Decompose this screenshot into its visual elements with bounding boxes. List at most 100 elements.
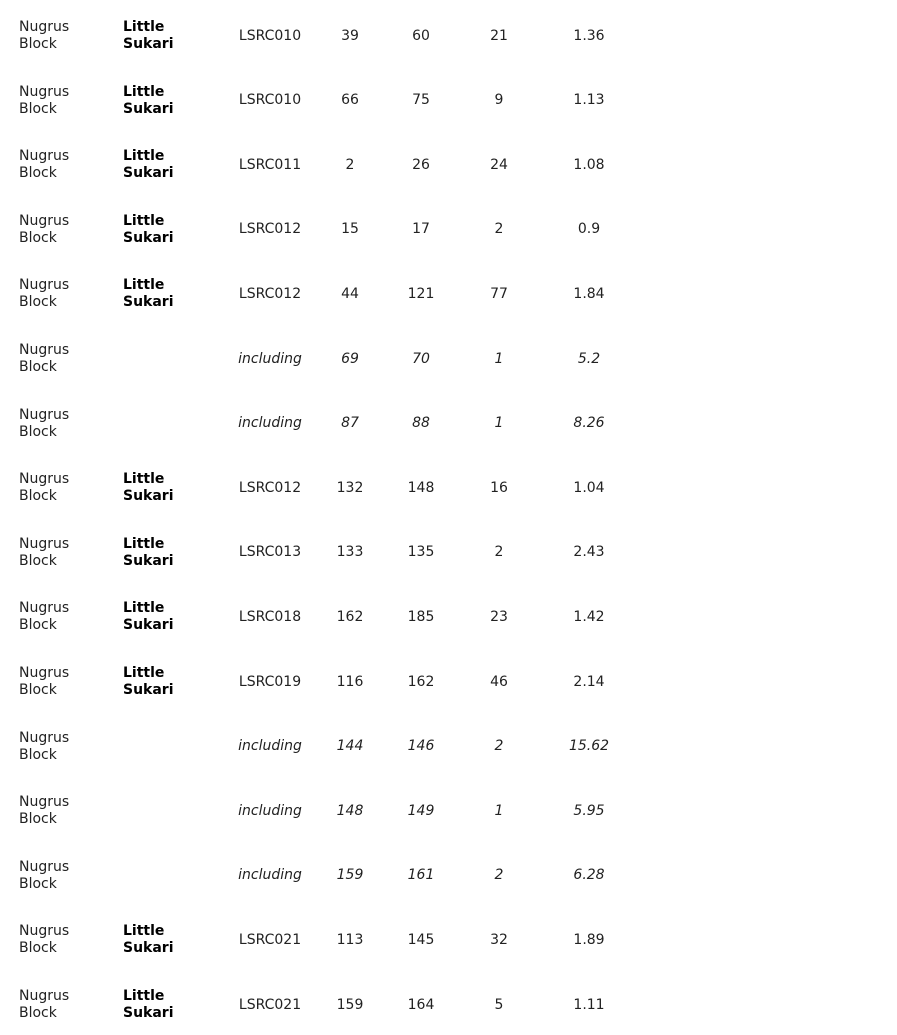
prospect-cell: Little Sukari (123, 600, 174, 634)
grade-cell: 0.9 (577, 221, 601, 238)
block-cell: Nugrus Block (19, 148, 70, 182)
grade-cell: 2.14 (573, 673, 605, 690)
table-row: Nugrus Block Little Sukari LSRC019 116 162 46… (0, 650, 897, 714)
block-cell: Nugrus Block (19, 988, 70, 1021)
table-row: Nugrus Block Little Sukari LSRC021 159 164 5 1… (0, 973, 897, 1035)
hole-cell: LSRC019 (238, 673, 302, 690)
to-cell: 164 (407, 996, 435, 1013)
grade-cell: 2.43 (573, 544, 605, 561)
to-cell: 17 (412, 221, 430, 238)
block-cell: Nugrus Block (19, 729, 70, 763)
block-cell: Nugrus Block (19, 535, 70, 569)
grade-cell: 1.08 (573, 156, 605, 173)
to-cell: 146 (407, 738, 435, 755)
to-cell: 149 (407, 802, 435, 819)
grade-cell: 8.26 (573, 415, 605, 432)
from-cell: 87 (341, 415, 359, 432)
interval-cell: 46 (490, 673, 508, 690)
grade-cell: 1.36 (573, 27, 605, 44)
prospect-cell: Little Sukari (123, 535, 174, 569)
grade-cell: 1.11 (573, 996, 605, 1013)
prospect-cell: Little Sukari (123, 988, 174, 1021)
to-cell: 70 (412, 350, 430, 367)
interval-cell: 24 (490, 156, 508, 173)
interval-cell: 16 (490, 479, 508, 496)
interval-cell: 32 (490, 931, 508, 948)
table-row: Nugrus Block Little Sukari LSRC012 44 121 77 1… (0, 262, 897, 326)
prospect-cell: Little Sukari (123, 923, 174, 957)
from-cell: 159 (336, 867, 364, 884)
hole-cell: LSRC010 (238, 27, 302, 44)
to-cell: 185 (407, 608, 435, 625)
table-row: Nugrus Block Little Sukari LSRC012 15 17 2 0.9 (0, 198, 897, 262)
block-cell: Nugrus Block (19, 600, 70, 634)
to-cell: 148 (407, 479, 435, 496)
prospect-cell: Little Sukari (123, 19, 174, 52)
from-cell: 116 (336, 673, 364, 690)
table-row: Nugrus Block Little Sukari LSRC013 133 135 2 2… (0, 521, 897, 585)
from-cell: 148 (336, 802, 364, 819)
prospect-cell: Little Sukari (123, 83, 174, 117)
from-cell: 69 (341, 350, 359, 367)
from-cell: 159 (336, 996, 364, 1013)
prospect-cell: Little Sukari (123, 212, 174, 246)
grade-cell: 1.84 (573, 285, 605, 302)
block-cell: Nugrus Block (19, 212, 70, 246)
from-cell: 133 (336, 544, 364, 561)
hole-cell: including (238, 415, 302, 432)
table-row: Nugrus Block including 144 146 2 15.62 (0, 715, 897, 779)
block-cell: Nugrus Block (19, 858, 70, 892)
interval-cell: 2 (494, 738, 504, 755)
hole-cell: LSRC012 (238, 221, 302, 238)
grade-cell: 5.2 (577, 350, 601, 367)
to-cell: 75 (412, 92, 430, 109)
from-cell: 162 (336, 608, 364, 625)
interval-cell: 1 (494, 415, 504, 432)
grade-cell: 15.62 (568, 738, 610, 755)
interval-cell: 23 (490, 608, 508, 625)
prospect-cell: Little Sukari (123, 148, 174, 182)
table-row: Nugrus Block including 87 88 1 8.26 (0, 392, 897, 456)
block-cell: Nugrus Block (19, 19, 70, 52)
block-cell: Nugrus Block (19, 471, 70, 505)
to-cell: 88 (412, 415, 430, 432)
hole-cell: LSRC011 (238, 156, 302, 173)
block-cell: Nugrus Block (19, 83, 70, 117)
to-cell: 60 (412, 27, 430, 44)
interval-cell: 1 (494, 350, 504, 367)
table-row: Nugrus Block Little Sukari LSRC011 2 26 24 1.0… (0, 133, 897, 197)
from-cell: 66 (341, 92, 359, 109)
hole-cell: LSRC021 (238, 931, 302, 948)
hole-cell: LSRC013 (238, 544, 302, 561)
table-row: Nugrus Block Little Sukari LSRC012 132 148 16… (0, 456, 897, 520)
to-cell: 135 (407, 544, 435, 561)
hole-cell: including (238, 350, 302, 367)
from-cell: 132 (336, 479, 364, 496)
from-cell: 44 (341, 285, 359, 302)
block-cell: Nugrus Block (19, 342, 70, 375)
hole-cell: LSRC012 (238, 285, 302, 302)
from-cell: 39 (341, 27, 359, 44)
interval-cell: 5 (494, 996, 504, 1013)
table-row: Nugrus Block including 159 161 2 6.28 (0, 844, 897, 908)
hole-cell: LSRC021 (238, 996, 302, 1013)
from-cell: 15 (341, 221, 359, 238)
interval-cell: 9 (494, 92, 504, 109)
table-row: Nugrus Block Little Sukari LSRC010 66 75 9 1.1… (0, 69, 897, 133)
prospect-cell: Little Sukari (123, 665, 174, 698)
prospect-cell: Little Sukari (123, 277, 174, 311)
from-cell: 113 (336, 931, 364, 948)
interval-cell: 2 (494, 544, 504, 561)
grade-cell: 1.42 (573, 608, 605, 625)
block-cell: Nugrus Block (19, 923, 70, 957)
to-cell: 121 (407, 285, 435, 302)
grade-cell: 1.13 (573, 92, 605, 109)
prospect-cell: Little Sukari (123, 471, 174, 505)
block-cell: Nugrus Block (19, 794, 70, 828)
from-cell: 2 (345, 156, 355, 173)
to-cell: 161 (407, 867, 435, 884)
hole-cell: LSRC012 (238, 479, 302, 496)
hole-cell: including (238, 738, 302, 755)
table-row: Nugrus Block including 148 149 1 5.95 (0, 779, 897, 843)
block-cell: Nugrus Block (19, 277, 70, 311)
